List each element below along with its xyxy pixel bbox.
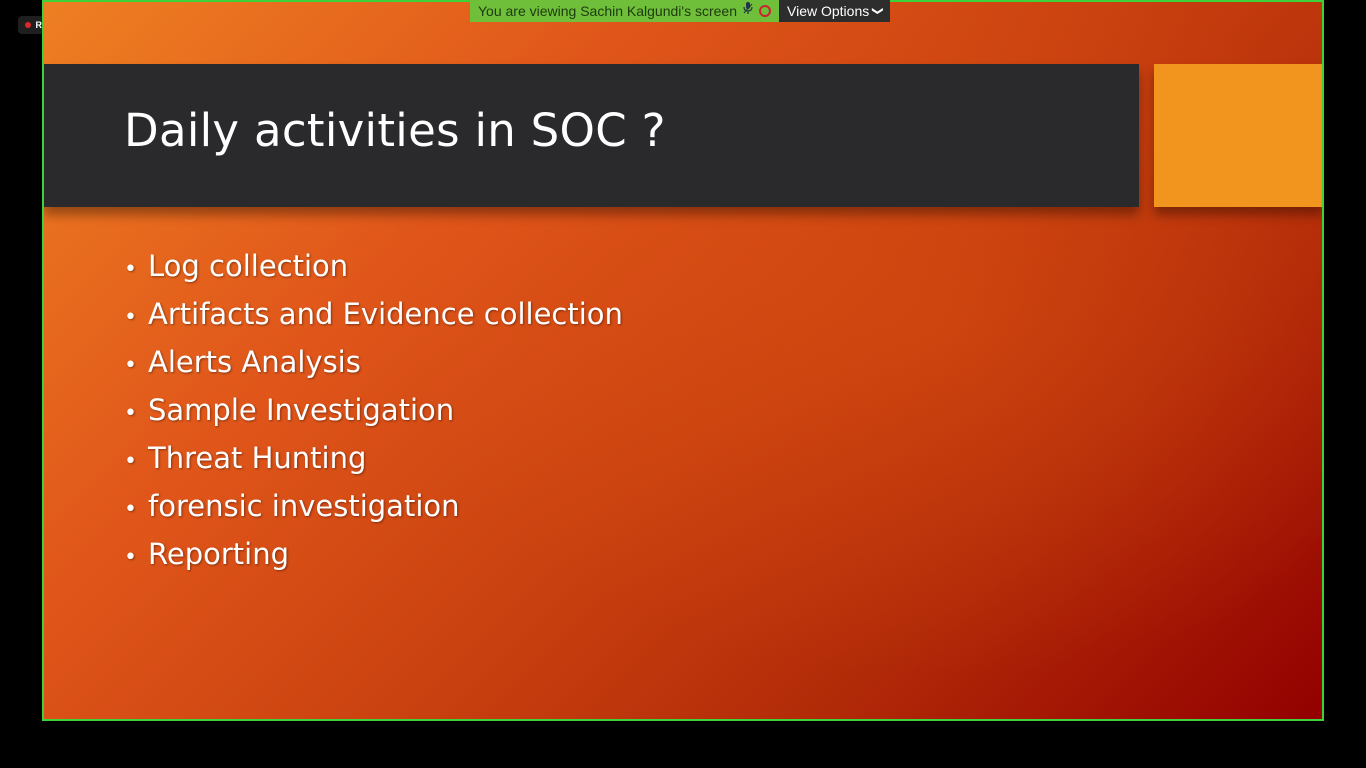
slide-title-band: Daily activities in SOC ? <box>44 64 1139 207</box>
share-banner-message: You are viewing Sachin Kalgundi's screen <box>470 0 779 22</box>
list-item: • Alerts Analysis <box>124 338 623 386</box>
list-item-text: Artifacts and Evidence collection <box>148 297 623 331</box>
list-item: • Artifacts and Evidence collection <box>124 290 623 338</box>
list-item-text: Alerts Analysis <box>148 345 361 379</box>
list-item: • Reporting <box>124 530 623 578</box>
list-item: • Threat Hunting <box>124 434 623 482</box>
list-item-text: forensic investigation <box>148 489 460 523</box>
list-item: • forensic investigation <box>124 482 623 530</box>
screen-share-banner: You are viewing Sachin Kalgundi's screen… <box>470 0 891 22</box>
slide-title: Daily activities in SOC ? <box>124 104 666 157</box>
list-item-text: Sample Investigation <box>148 393 455 427</box>
share-banner-text: You are viewing Sachin Kalgundi's screen <box>478 3 737 19</box>
bullet-icon: • <box>124 353 137 378</box>
list-item-text: Log collection <box>148 249 349 283</box>
bullet-icon: • <box>124 497 137 522</box>
record-icon[interactable] <box>759 5 771 17</box>
list-item-text: Reporting <box>148 537 289 571</box>
record-dot-icon <box>25 22 32 28</box>
bullet-icon: • <box>124 305 137 330</box>
mic-icon[interactable] <box>743 0 753 22</box>
view-options-button[interactable]: View Options ❯ <box>779 0 891 22</box>
bullet-icon: • <box>124 257 137 282</box>
bullet-icon: • <box>124 449 137 474</box>
list-item-text: Threat Hunting <box>148 441 367 475</box>
chevron-down-icon: ❯ <box>871 6 884 16</box>
list-item: • Sample Investigation <box>124 386 623 434</box>
slide-bullet-list: • Log collection • Artifacts and Evidence … <box>124 242 623 578</box>
bullet-icon: • <box>124 545 137 570</box>
view-options-label: View Options <box>787 3 870 19</box>
slide-accent-box <box>1154 64 1322 207</box>
bullet-icon: • <box>124 401 137 426</box>
list-item: • Log collection <box>124 242 623 290</box>
shared-screen: Daily activities in SOC ? • Log collectio… <box>42 0 1324 721</box>
